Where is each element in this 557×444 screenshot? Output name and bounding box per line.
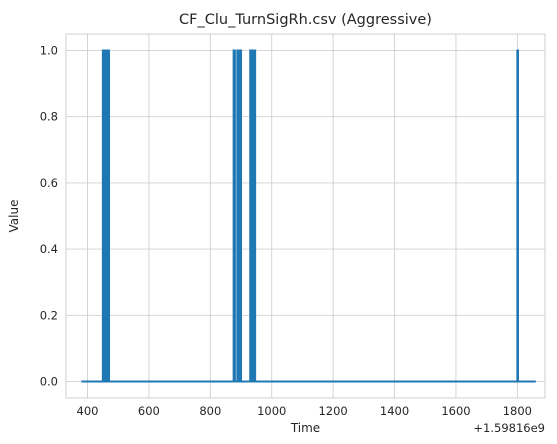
series-line <box>81 49 536 383</box>
x-tick-label: 600 <box>138 404 160 418</box>
series-layer <box>81 49 536 383</box>
y-tick-labels: 0.0 0.2 0.4 0.6 0.8 1.0 <box>40 44 58 389</box>
x-axis-label: Time <box>290 421 320 435</box>
x-tick-label: 1600 <box>441 404 470 418</box>
grid <box>66 34 545 398</box>
y-tick-label: 0.8 <box>40 110 58 124</box>
y-tick-label: 0.2 <box>40 308 58 322</box>
y-axis-label: Value <box>7 200 21 233</box>
x-tick-labels: 400 600 800 1000 1200 1400 1600 1800 <box>77 404 532 418</box>
x-tick-label: 800 <box>199 404 221 418</box>
x-axis-offset-label: +1.59816e9 <box>473 421 545 435</box>
x-tick-label: 1000 <box>257 404 286 418</box>
x-tick-label: 400 <box>77 404 99 418</box>
chart-title: CF_Clu_TurnSigRh.csv (Aggressive) <box>179 12 432 28</box>
x-tick-label: 1400 <box>380 404 409 418</box>
x-tick-label: 1800 <box>503 404 532 418</box>
y-tick-label: 0.0 <box>40 374 58 388</box>
y-tick-label: 0.6 <box>40 176 58 190</box>
plot-frame <box>65 33 546 399</box>
y-tick-label: 1.0 <box>40 44 58 58</box>
y-tick-label: 0.4 <box>40 242 58 256</box>
x-tick-label: 1200 <box>318 404 347 418</box>
